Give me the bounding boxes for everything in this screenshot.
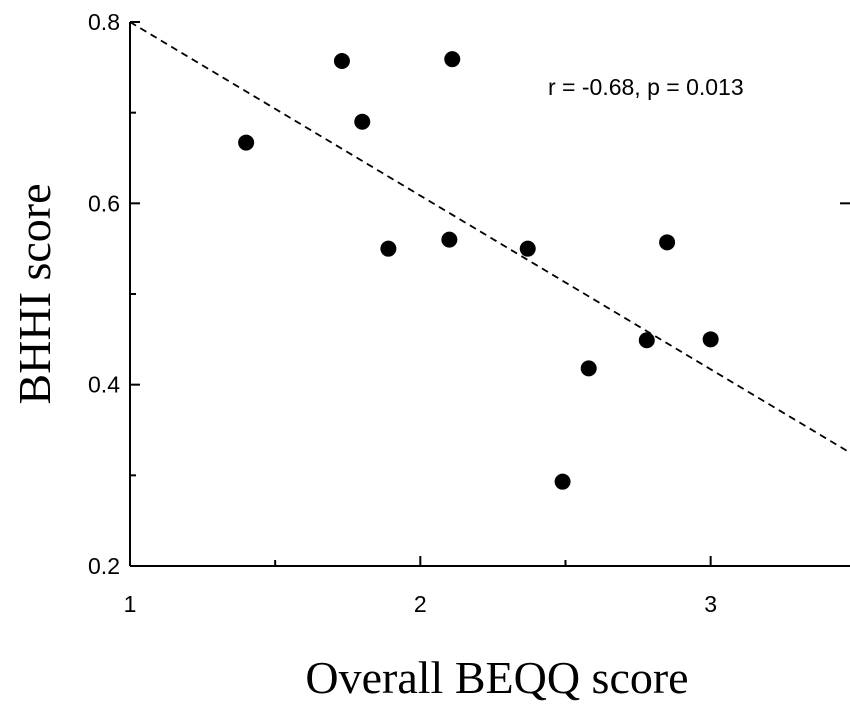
data-point bbox=[354, 113, 371, 130]
data-point bbox=[638, 332, 655, 349]
data-point bbox=[659, 234, 676, 251]
y-axis-title: BHHI score bbox=[9, 184, 60, 405]
data-point bbox=[333, 52, 350, 69]
y-tick-label: 0.8 bbox=[88, 9, 120, 35]
data-point bbox=[702, 331, 719, 348]
y-tick-label: 0.6 bbox=[88, 190, 120, 216]
data-point bbox=[238, 134, 255, 151]
data-point bbox=[554, 473, 571, 490]
y-tick-label: 0.4 bbox=[88, 372, 120, 398]
x-axis-title: Overall BEQQ score bbox=[305, 652, 688, 703]
data-point bbox=[444, 51, 461, 68]
data-point bbox=[441, 231, 458, 248]
y-tick-label: 0.2 bbox=[88, 553, 120, 579]
data-point bbox=[380, 240, 397, 257]
x-tick-label: 1 bbox=[124, 591, 137, 617]
correlation-annotation: r = -0.68, p = 0.013 bbox=[548, 74, 744, 100]
data-point bbox=[519, 240, 536, 257]
trend-line bbox=[129, 21, 850, 454]
x-tick-label: 2 bbox=[414, 591, 427, 617]
data-points bbox=[238, 51, 719, 490]
y-ticks: 0.2 0.4 0.6 0.8 bbox=[88, 9, 140, 579]
data-point bbox=[580, 360, 597, 377]
x-ticks: 1 2 3 bbox=[124, 556, 717, 617]
x-tick-label: 3 bbox=[704, 591, 717, 617]
axes bbox=[129, 22, 850, 567]
